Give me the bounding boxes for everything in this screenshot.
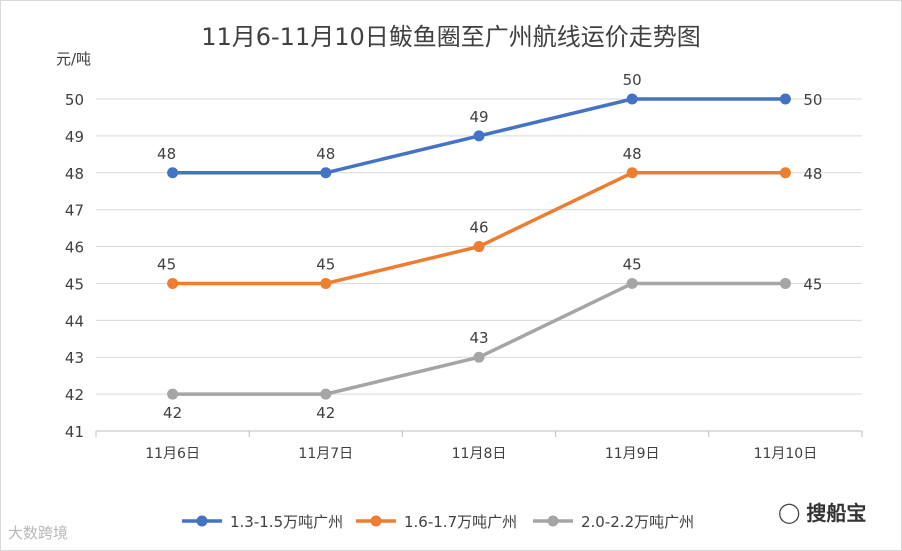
data-point (473, 130, 485, 142)
watermark-left: 大数跨境 (8, 524, 69, 542)
legend-label: 2.0-2.2万吨广州 (581, 513, 694, 531)
y-tick-label: 45 (65, 275, 84, 293)
data-label: 48 (803, 165, 822, 183)
y-tick-label: 48 (65, 165, 84, 183)
legend-label: 1.3-1.5万吨广州 (230, 513, 343, 531)
data-label: 45 (803, 275, 822, 293)
data-point (167, 277, 179, 289)
legend-marker (547, 515, 559, 527)
data-point (779, 167, 791, 179)
data-label: 43 (469, 329, 488, 347)
watermark-right-text: 搜船宝 (806, 501, 867, 525)
data-point (320, 388, 332, 400)
y-tick-label: 49 (65, 128, 84, 146)
data-label: 49 (469, 108, 488, 126)
data-point (167, 388, 179, 400)
y-tick-label: 42 (65, 386, 84, 404)
watermark-right: ◯ 搜船宝 (778, 497, 866, 526)
data-label: 50 (623, 71, 642, 89)
wechat-icon: ◯ (778, 499, 801, 524)
data-label: 45 (316, 255, 335, 273)
data-point (320, 277, 332, 289)
data-point (167, 167, 179, 179)
y-axis-label: 元/吨 (56, 50, 91, 68)
data-label: 45 (623, 255, 642, 273)
data-point (626, 277, 638, 289)
data-point (473, 351, 485, 363)
data-point (626, 167, 638, 179)
data-point (626, 93, 638, 105)
legend-label: 1.6-1.7万吨广州 (404, 513, 517, 531)
data-label: 46 (469, 219, 488, 237)
data-point (320, 167, 332, 179)
y-tick-label: 43 (65, 349, 84, 367)
data-label: 45 (157, 255, 176, 273)
x-tick-label: 11月10日 (754, 446, 818, 462)
data-point (473, 241, 485, 253)
y-tick-label: 47 (65, 202, 84, 220)
y-tick-label: 50 (65, 91, 84, 109)
data-point (779, 277, 791, 289)
data-label: 42 (316, 404, 335, 422)
x-tick-label: 11月9日 (605, 446, 660, 462)
y-tick-label: 46 (65, 239, 84, 257)
y-tick-label: 44 (65, 312, 84, 330)
data-label: 48 (157, 145, 176, 163)
x-tick-label: 11月6日 (145, 446, 200, 462)
x-tick-label: 11月8日 (452, 446, 507, 462)
x-tick-label: 11月7日 (298, 446, 353, 462)
legend-marker (370, 515, 382, 527)
data-label: 42 (163, 404, 182, 422)
chart-title: 11月6-11月10日鲅鱼圈至广州航线运价走势图 (201, 23, 701, 51)
data-label: 50 (803, 91, 822, 109)
data-label: 48 (623, 145, 642, 163)
legend-marker (196, 515, 208, 527)
data-point (779, 93, 791, 105)
y-tick-label: 41 (65, 423, 84, 441)
data-label: 48 (316, 145, 335, 163)
